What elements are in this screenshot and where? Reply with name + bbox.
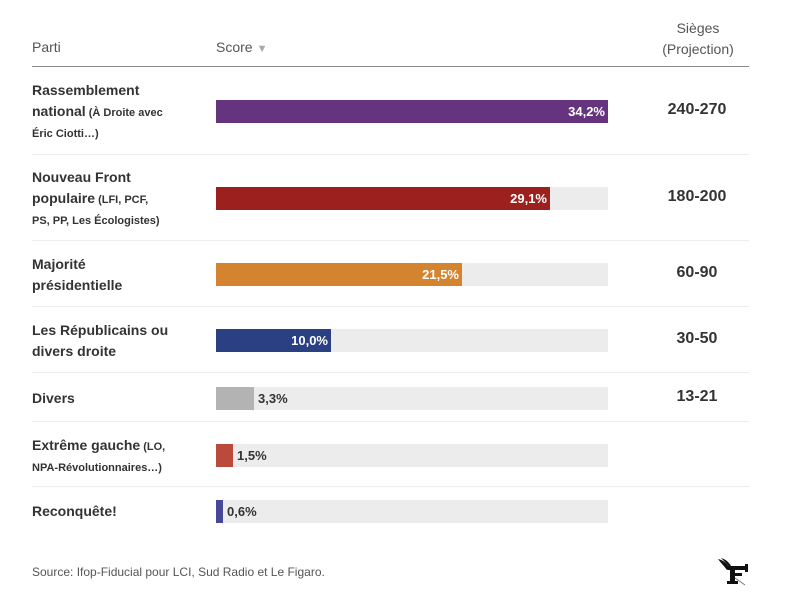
bar	[216, 443, 233, 467]
bar-track: 21,5%	[216, 262, 608, 286]
seats-projection: 30-50	[676, 330, 718, 347]
bar-track: 0,6%	[216, 499, 608, 523]
table-row: Divers 3,3% 13-21	[32, 373, 749, 422]
table-row: Les Républicains ou divers droite 10,0% 30-…	[32, 307, 749, 373]
table-row: Majorité présidentielle 21,5% 60-90	[32, 241, 749, 307]
seats-header-line2: (Projection)	[662, 41, 734, 57]
party-note: (LO,	[140, 441, 166, 453]
bar	[216, 499, 223, 523]
party-name-line2: divers droite	[32, 343, 117, 359]
party-name-line2: présidentielle	[32, 277, 123, 293]
source-note: Source: Ifop-Fiducial pour LCI, Sud Radi…	[32, 565, 325, 579]
value-label: 0,6%	[227, 503, 257, 519]
party-note-line2: Éric Ciotti…)	[32, 128, 99, 140]
score-header-label: Score	[216, 39, 253, 55]
bar-track: 34,2%	[216, 99, 608, 123]
value-label: 3,3%	[258, 390, 288, 406]
row-divider	[32, 154, 749, 155]
party-name-line2: populaire (LFI, PCF,	[32, 190, 149, 206]
party-name: Majorité	[32, 256, 86, 272]
party-note: (LFI, PCF,	[95, 194, 149, 206]
seats-header-line1: Sièges	[676, 20, 720, 36]
bar	[216, 262, 462, 286]
column-header-party: Parti	[32, 39, 61, 55]
bar-track: 10,0%	[216, 328, 608, 352]
party-note-line2: PS, PP, Les Écologistes)	[32, 215, 160, 227]
row-divider	[32, 240, 749, 241]
value-label: 21,5%	[422, 266, 459, 282]
bar	[216, 186, 550, 210]
bar-track: 3,3%	[216, 386, 608, 410]
party-label: Divers	[32, 388, 200, 409]
value-label: 1,5%	[237, 447, 267, 463]
bar-track: 1,5%	[216, 443, 608, 467]
value-label: 29,1%	[510, 190, 547, 206]
bar-track: 29,1%	[216, 186, 608, 210]
sort-descending-icon[interactable]: ▼	[256, 43, 268, 55]
column-header-score[interactable]: Score ▼	[216, 39, 267, 55]
table-row: Nouveau Front populaire (LFI, PCF, PS, PP,…	[32, 155, 749, 241]
party-label: Rassemblement national (À Droite avec Éric…	[32, 80, 200, 145]
party-label: Reconquête!	[32, 501, 200, 522]
party-name: Divers	[32, 390, 75, 406]
value-label: 34,2%	[568, 103, 605, 119]
party-label: Nouveau Front populaire (LFI, PCF, PS, PP,…	[32, 167, 200, 232]
party-name-line2: national (À Droite avec	[32, 103, 163, 119]
row-divider	[32, 421, 749, 422]
table-row: Reconquête! 0,6%	[32, 487, 749, 537]
bar	[216, 328, 331, 352]
party-label: Les Républicains ou divers droite	[32, 320, 200, 362]
table-row: Extrême gauche (LO, NPA-Révolutionnaires……	[32, 422, 749, 487]
le-figaro-logo-icon	[715, 556, 751, 586]
party-label: Majorité présidentielle	[32, 254, 200, 296]
party-name: Les Républicains ou	[32, 322, 169, 338]
seats-projection: 60-90	[676, 264, 718, 281]
bar	[216, 99, 608, 123]
value-label: 10,0%	[291, 332, 328, 348]
seats-projection: 240-270	[667, 101, 727, 118]
header-divider	[32, 66, 749, 67]
party-note-line2: NPA-Révolutionnaires…)	[32, 462, 162, 474]
row-divider	[32, 306, 749, 307]
row-divider	[32, 372, 749, 373]
party-label: Extrême gauche (LO, NPA-Révolutionnaires……	[32, 435, 200, 479]
party-name: Extrême gauche (LO,	[32, 437, 166, 453]
column-header-seats: Sièges (Projection)	[640, 18, 756, 60]
party-name: Rassemblement	[32, 82, 140, 98]
table-row: Rassemblement national (À Droite avec Éric…	[32, 67, 749, 155]
bar	[216, 386, 254, 410]
party-note: (À Droite avec	[85, 107, 163, 119]
row-divider	[32, 486, 749, 487]
party-name: Reconquête!	[32, 503, 117, 519]
seats-projection: 180-200	[667, 188, 727, 205]
seats-projection: 13-21	[676, 388, 718, 405]
party-name: Nouveau Front	[32, 169, 131, 185]
